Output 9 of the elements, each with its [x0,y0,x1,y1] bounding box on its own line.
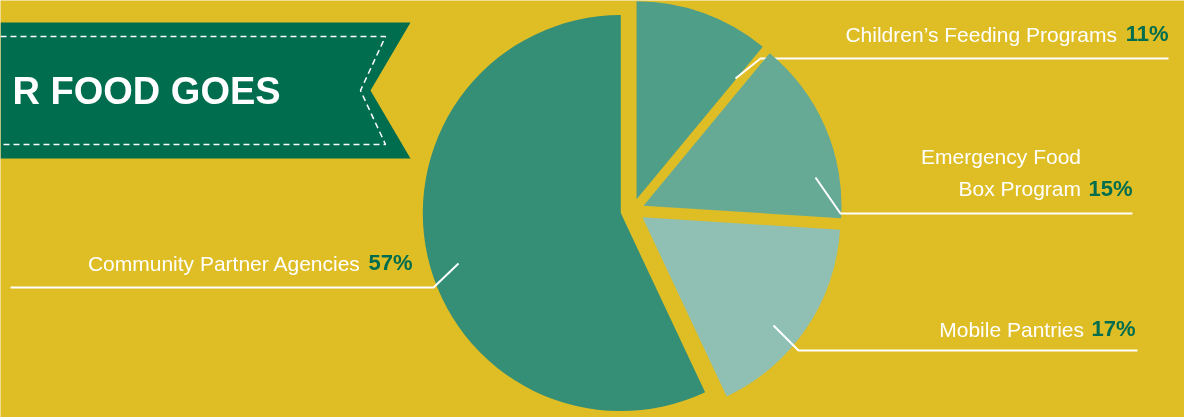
text: R FOOD GOES [12,69,281,112]
data-label: 15% [1088,175,1133,201]
data-label: 17% [1091,315,1136,341]
slice-label: Mobile Pantries [939,317,1084,341]
slice-label: Children’s Feeding Programs [845,22,1117,46]
slice-label: Community Partner Agencies [87,251,360,275]
data-label: 11% [1125,20,1169,46]
slice-label: Emergency Food Box Program [921,145,1082,201]
data-label: 57% [368,249,413,275]
